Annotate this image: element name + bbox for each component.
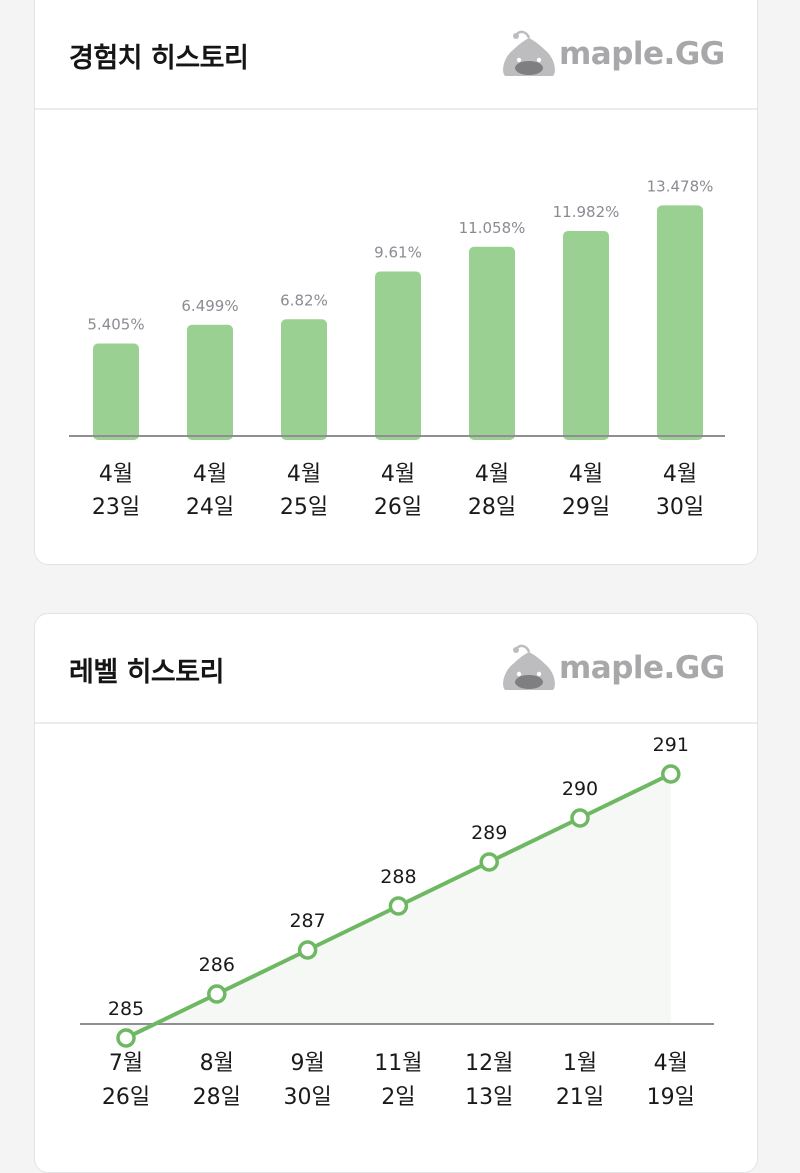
level-tick-label: 2일: [381, 1085, 415, 1110]
exp-bar: [657, 205, 703, 440]
exp-tick-label: 30일: [656, 495, 704, 520]
exp-value-label: 6.82%: [280, 291, 328, 309]
exp-tick-label: 23일: [92, 495, 140, 520]
level-tick-label: 7월: [109, 1051, 143, 1076]
exp-bar: [93, 343, 139, 440]
exp-value-label: 11.982%: [553, 203, 620, 221]
level-point: [661, 764, 681, 784]
brand-text: maple.GG: [559, 650, 725, 686]
exp-value-label: 13.478%: [647, 177, 714, 195]
level-point: [388, 896, 409, 916]
exp-bar: [469, 246, 515, 440]
maplegg-logo: maple.GG: [499, 28, 727, 84]
exp-tick-label: 4월: [99, 462, 133, 487]
slime-mascot-icon: [503, 30, 555, 76]
level-card-header: 레벨 히스토리 maple.GG: [35, 614, 757, 724]
exp-card-header: 경험치 히스토리 maple.GG: [35, 0, 757, 110]
exp-tick-label: 4월: [287, 462, 321, 487]
level-tick-label: 30일: [283, 1085, 331, 1110]
level-value-label: 291: [653, 734, 689, 756]
exp-tick-label: 4월: [663, 462, 697, 487]
exp-value-label: 6.499%: [181, 297, 238, 315]
exp-bar: [375, 271, 421, 440]
level-tick-label: 19일: [647, 1085, 695, 1110]
level-tick-label: 12월: [465, 1051, 513, 1076]
level-tick-label: 4월: [654, 1051, 688, 1076]
exp-bar-chart: 5.405% 6.499% 6.82% 9.61% 11.058% 11.982% 13.4…: [69, 177, 725, 520]
level-point: [570, 808, 590, 828]
maplegg-logo: maple.GG: [499, 642, 727, 698]
level-point: [207, 984, 227, 1004]
level-point: [116, 1028, 136, 1048]
exp-card-title: 경험치 히스토리: [69, 43, 249, 74]
level-tick-label: 8월: [200, 1051, 234, 1076]
exp-bar: [187, 324, 233, 440]
level-value-label: 289: [471, 822, 507, 844]
exp-tick-label: 4월: [381, 462, 415, 487]
exp-tick-label: 4월: [475, 462, 509, 487]
exp-tick-label: 24일: [186, 495, 234, 520]
level-tick-label: 28일: [193, 1085, 241, 1110]
exp-bar: [563, 230, 609, 440]
exp-value-label: 9.61%: [374, 244, 422, 262]
level-value-label: 286: [199, 954, 235, 976]
brand-text: maple.GG: [559, 36, 725, 72]
level-card-title: 레벨 히스토리: [69, 657, 224, 688]
slime-mascot-icon: [503, 644, 555, 690]
exp-tick-label: 25일: [280, 495, 328, 520]
exp-value-label: 5.405%: [87, 316, 144, 334]
level-line-chart: 285 286 287 288 289 290 291 7월 26일 8월 28일 9월 30일 11월 2…: [80, 734, 714, 1110]
level-value-label: 287: [289, 910, 325, 932]
level-tick-label: 11월: [374, 1051, 422, 1076]
exp-tick-label: 29일: [562, 495, 610, 520]
exp-bar: [281, 319, 327, 440]
exp-tick-label: 26일: [374, 495, 422, 520]
level-tick-label: 13일: [465, 1085, 513, 1110]
level-point: [479, 852, 499, 872]
exp-value-label: 11.058%: [459, 219, 526, 237]
level-value-label: 288: [380, 866, 416, 888]
level-point: [297, 940, 318, 960]
exp-tick-label: 4월: [569, 462, 603, 487]
level-tick-label: 9월: [290, 1051, 324, 1076]
exp-tick-label: 4월: [193, 462, 227, 487]
level-tick-label: 1월: [563, 1051, 597, 1076]
level-value-label: 285: [108, 998, 144, 1020]
level-tick-label: 21일: [556, 1085, 604, 1110]
exp-history-card: 경험치 히스토리 maple.GG 5.405% 6.499% 6.82% 9.61%…: [34, 0, 758, 565]
exp-tick-label: 28일: [468, 495, 516, 520]
level-tick-label: 26일: [102, 1085, 150, 1110]
level-value-label: 290: [562, 778, 598, 800]
level-history-card: 레벨 히스토리 maple.GG 285 286 287 288 289 290 291 7월…: [34, 613, 758, 1173]
